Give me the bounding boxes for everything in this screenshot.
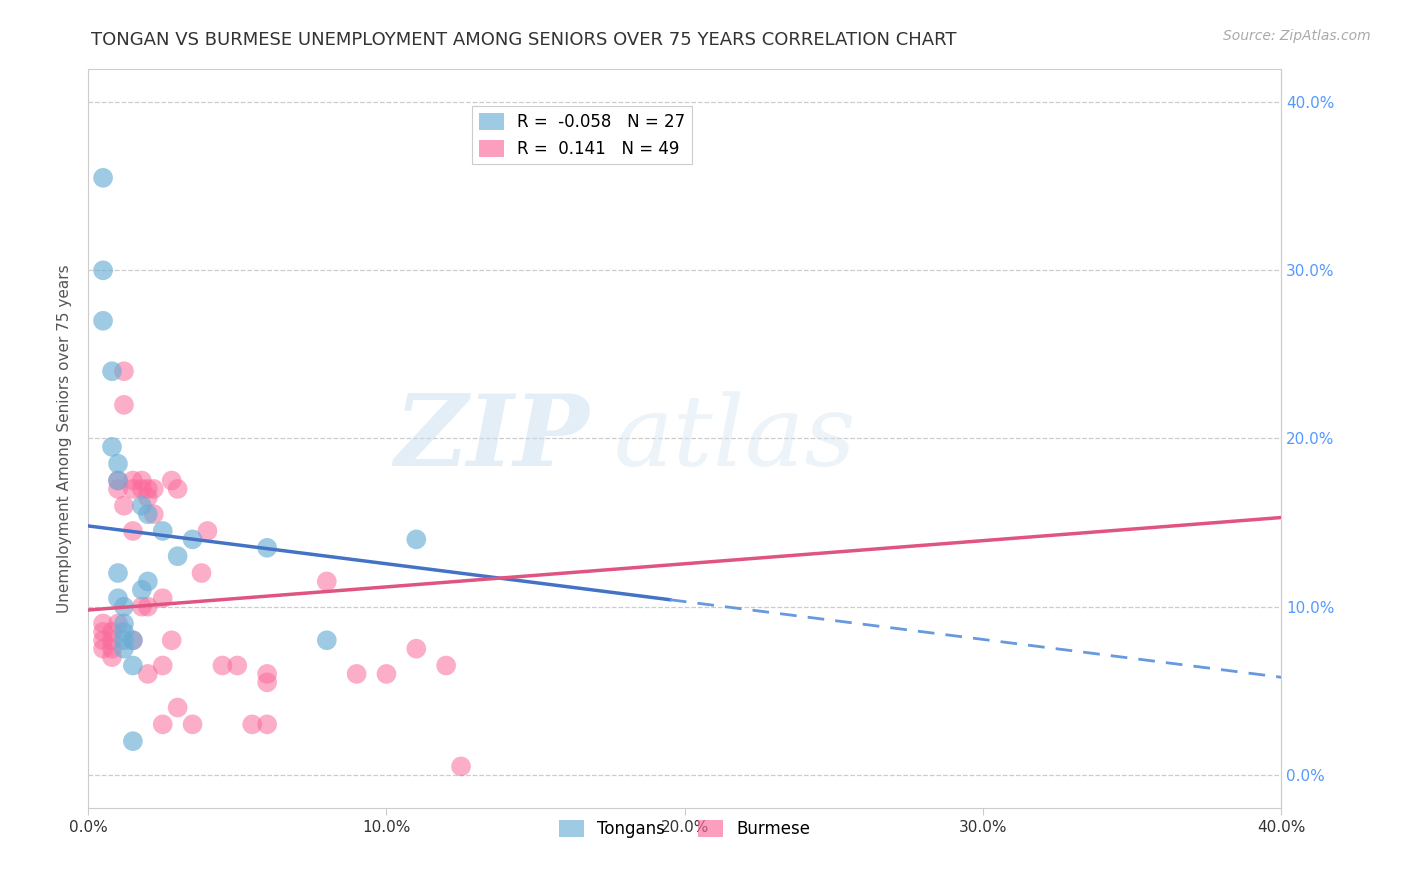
Text: atlas: atlas: [613, 391, 856, 486]
Point: [450, 759, 472, 773]
Point: [136, 507, 159, 521]
Point: [101, 440, 124, 454]
Point: [112, 364, 135, 378]
Point: [166, 549, 188, 564]
Point: [160, 474, 183, 488]
Point: [375, 667, 398, 681]
Point: [131, 482, 153, 496]
Text: TONGAN VS BURMESE UNEMPLOYMENT AMONG SENIORS OVER 75 YEARS CORRELATION CHART: TONGAN VS BURMESE UNEMPLOYMENT AMONG SEN…: [91, 31, 957, 49]
Text: ZIP: ZIP: [394, 390, 589, 487]
Point: [197, 524, 219, 538]
Point: [107, 591, 129, 606]
Point: [112, 633, 135, 648]
Point: [112, 624, 135, 639]
Point: [226, 658, 249, 673]
Point: [112, 599, 135, 614]
Point: [91, 641, 114, 656]
Point: [315, 633, 337, 648]
Point: [107, 566, 129, 580]
Point: [256, 717, 278, 731]
Point: [131, 599, 153, 614]
Point: [136, 667, 159, 681]
Point: [91, 616, 114, 631]
Point: [122, 474, 145, 488]
Point: [346, 667, 368, 681]
Point: [101, 641, 124, 656]
Point: [91, 263, 114, 277]
Point: [152, 524, 174, 538]
Point: [101, 364, 124, 378]
Point: [181, 533, 204, 547]
Point: [211, 658, 233, 673]
Point: [405, 533, 427, 547]
Point: [152, 717, 174, 731]
Point: [122, 633, 145, 648]
Point: [107, 474, 129, 488]
Point: [122, 734, 145, 748]
Legend: Tongans, Burmese: Tongans, Burmese: [553, 813, 817, 845]
Point: [122, 482, 145, 496]
Point: [112, 641, 135, 656]
Point: [136, 599, 159, 614]
Point: [240, 717, 263, 731]
Point: [107, 482, 129, 496]
Point: [136, 482, 159, 496]
Point: [181, 717, 204, 731]
Point: [142, 507, 165, 521]
Point: [315, 574, 337, 589]
Point: [101, 633, 124, 648]
Point: [122, 524, 145, 538]
Point: [166, 700, 188, 714]
Point: [107, 616, 129, 631]
Point: [131, 582, 153, 597]
Point: [91, 170, 114, 185]
Point: [112, 499, 135, 513]
Point: [166, 482, 188, 496]
Point: [256, 667, 278, 681]
Point: [136, 574, 159, 589]
Point: [107, 474, 129, 488]
Point: [142, 482, 165, 496]
Point: [91, 633, 114, 648]
Point: [122, 633, 145, 648]
Point: [112, 398, 135, 412]
Point: [434, 658, 457, 673]
Point: [256, 541, 278, 555]
Point: [91, 624, 114, 639]
Point: [256, 675, 278, 690]
Point: [112, 616, 135, 631]
Point: [152, 591, 174, 606]
Point: [160, 633, 183, 648]
Point: [152, 658, 174, 673]
Point: [107, 457, 129, 471]
Text: Source: ZipAtlas.com: Source: ZipAtlas.com: [1223, 29, 1371, 43]
Point: [405, 641, 427, 656]
Point: [136, 491, 159, 505]
Point: [101, 624, 124, 639]
Point: [101, 650, 124, 665]
Point: [131, 499, 153, 513]
Point: [91, 314, 114, 328]
Y-axis label: Unemployment Among Seniors over 75 years: Unemployment Among Seniors over 75 years: [58, 264, 72, 613]
Point: [122, 658, 145, 673]
Point: [190, 566, 212, 580]
Point: [131, 474, 153, 488]
